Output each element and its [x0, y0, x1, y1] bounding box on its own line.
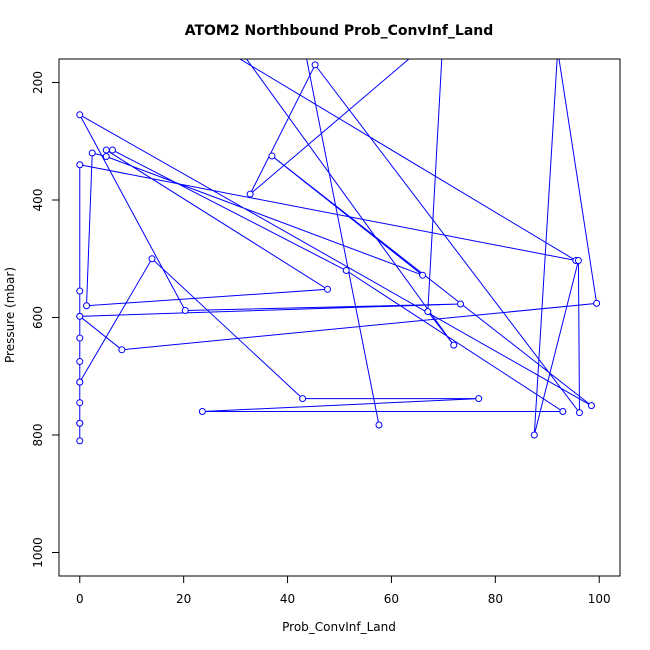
- data-point: [475, 395, 483, 403]
- data-point: [311, 61, 319, 69]
- y-tick-label: 1000: [31, 537, 45, 568]
- x-axis-label: Prob_ConvInf_Land: [282, 620, 396, 634]
- x-tick-label: 60: [384, 592, 399, 606]
- data-point: [424, 308, 432, 316]
- data-point: [375, 421, 383, 429]
- plot-area: [76, 59, 601, 445]
- data-point: [88, 149, 96, 157]
- y-axis-label: Pressure (mbar): [3, 267, 17, 363]
- data-point: [198, 408, 206, 415]
- x-tick-label: 0: [76, 592, 84, 606]
- data-point: [181, 306, 189, 314]
- data-point: [342, 267, 350, 274]
- data-point: [246, 190, 254, 198]
- series-line: [78, 59, 598, 441]
- data-point: [118, 346, 126, 354]
- data-point: [419, 271, 427, 279]
- data-point: [450, 341, 458, 349]
- y-tick-label: 800: [31, 424, 45, 447]
- x-tick-label: 80: [488, 592, 503, 606]
- data-point: [76, 419, 84, 427]
- data-point: [76, 111, 84, 119]
- data-point: [76, 358, 84, 366]
- data-point: [593, 299, 601, 307]
- data-point: [76, 161, 84, 169]
- data-point: [530, 431, 538, 439]
- data-point: [587, 402, 595, 410]
- data-point: [559, 408, 567, 415]
- data-point: [148, 255, 156, 263]
- chart-title: ATOM2 Northbound Prob_ConvInf_Land: [185, 23, 494, 39]
- data-point: [76, 334, 84, 342]
- data-point: [76, 287, 84, 295]
- y-axis: 200 400 600 800 1000: [31, 71, 60, 568]
- x-axis: 0 20 40 60 80 100: [76, 575, 611, 606]
- data-point: [76, 399, 84, 407]
- data-point: [76, 378, 84, 386]
- data-point: [102, 153, 110, 161]
- x-tick-label: 40: [280, 592, 295, 606]
- data-point: [102, 146, 110, 154]
- data-point: [109, 146, 116, 154]
- x-tick-label: 20: [176, 592, 191, 606]
- plot-frame: [58, 58, 621, 577]
- data-point: [268, 152, 276, 160]
- y-tick-label: 400: [31, 189, 45, 212]
- data-point: [76, 312, 84, 320]
- data-point: [457, 300, 465, 308]
- x-tick-label: 100: [588, 592, 611, 606]
- data-point: [324, 285, 332, 293]
- y-tick-label: 200: [31, 71, 45, 94]
- data-point: [574, 257, 582, 265]
- data-point: [83, 302, 91, 310]
- y-tick-label: 600: [31, 306, 45, 329]
- data-point: [575, 409, 583, 417]
- data-point: [76, 437, 84, 445]
- data-point: [299, 395, 307, 403]
